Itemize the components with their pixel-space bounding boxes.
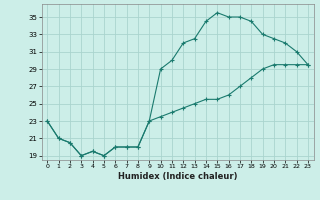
X-axis label: Humidex (Indice chaleur): Humidex (Indice chaleur) (118, 172, 237, 181)
